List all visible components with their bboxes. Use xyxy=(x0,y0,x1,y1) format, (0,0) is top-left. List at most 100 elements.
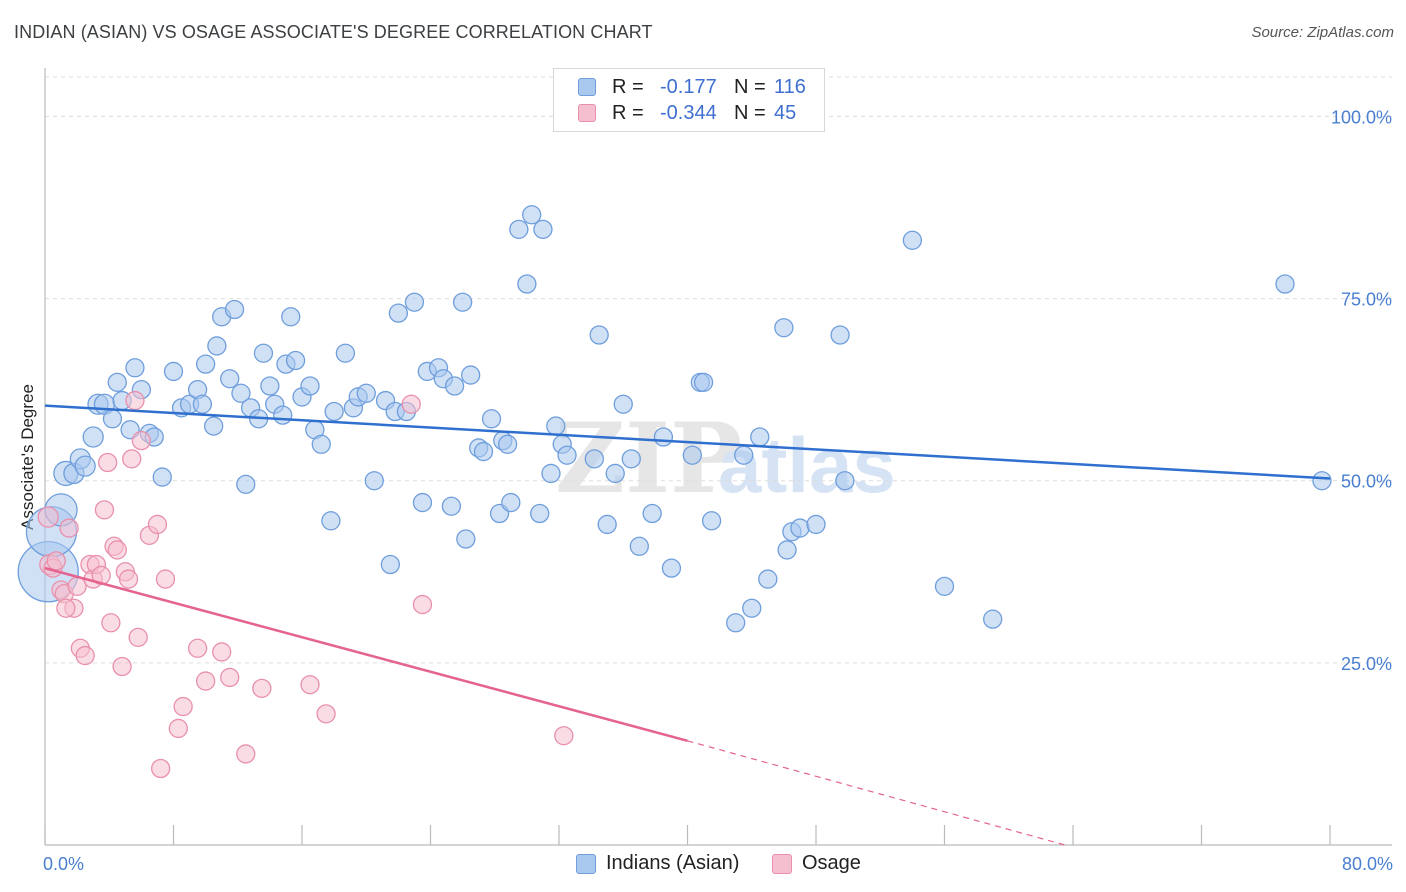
data-point-osage xyxy=(147,514,168,535)
data-point-indians xyxy=(777,540,797,560)
data-point-indians xyxy=(758,569,778,589)
data-point-osage xyxy=(252,678,272,699)
data-point-indians xyxy=(546,416,566,436)
legend-swatch-blue xyxy=(578,78,596,96)
legend-n-label: N = xyxy=(734,75,766,98)
data-point-osage xyxy=(236,744,256,764)
data-point-indians xyxy=(533,219,553,240)
data-point-indians xyxy=(388,303,409,323)
data-point-osage xyxy=(173,696,193,717)
data-point-osage xyxy=(187,638,208,658)
data-point-osage xyxy=(131,430,152,451)
y-tick-label: 75.0% xyxy=(1341,290,1392,310)
legend-swatch-pink xyxy=(578,104,596,122)
data-point-indians xyxy=(835,471,855,491)
data-point-osage xyxy=(56,598,76,618)
data-point-indians xyxy=(231,383,251,403)
data-point-osage xyxy=(118,569,139,589)
data-point-osage xyxy=(212,642,232,662)
data-point-osage xyxy=(46,551,66,571)
data-point-indians xyxy=(1275,274,1295,294)
data-point-indians xyxy=(613,394,633,414)
data-point-indians xyxy=(473,441,494,462)
legend-row-osage: R = -0.344 N = 45 xyxy=(578,101,796,125)
source-label: Source: ZipAtlas.com xyxy=(1251,24,1394,41)
data-point-indians xyxy=(356,383,376,403)
y-tick-label: 25.0% xyxy=(1341,654,1392,674)
data-point-indians xyxy=(224,299,245,320)
data-point-osage xyxy=(168,718,188,739)
data-point-indians xyxy=(693,372,714,393)
data-point-indians xyxy=(589,325,609,345)
data-point-osage xyxy=(220,667,240,688)
legend-n-value: 116 xyxy=(774,75,806,98)
data-point-indians xyxy=(597,514,617,535)
data-point-osage xyxy=(150,758,171,779)
legend-r-label: R = xyxy=(612,75,644,98)
data-point-indians xyxy=(517,274,537,294)
data-point-osage xyxy=(195,671,216,691)
data-point-indians xyxy=(734,445,754,465)
data-point-indians xyxy=(774,318,794,338)
data-point-indians xyxy=(404,292,425,312)
data-point-indians xyxy=(163,361,184,382)
data-point-indians xyxy=(481,409,502,429)
data-point-indians xyxy=(983,609,1003,629)
data-point-indians xyxy=(701,511,722,531)
data-point-osage xyxy=(75,645,95,666)
data-point-indians xyxy=(790,518,810,538)
data-point-osage xyxy=(97,452,118,473)
y-axis-label: Associate's Degree xyxy=(18,384,37,530)
bottom-legend-label: Indians (Asian) xyxy=(606,852,740,874)
data-point-osage xyxy=(59,518,79,538)
data-point-indians xyxy=(207,336,227,356)
data-point-indians xyxy=(281,307,301,327)
y-tick-label: 50.0% xyxy=(1341,472,1392,492)
data-point-indians xyxy=(584,449,604,469)
data-point-osage xyxy=(300,675,320,695)
data-point-indians xyxy=(557,445,577,465)
data-point-indians xyxy=(830,325,850,345)
data-point-osage xyxy=(125,390,145,411)
data-point-indians xyxy=(125,358,145,378)
legend: R = -0.177 N = 116 R = -0.344 N = 45 xyxy=(553,68,825,132)
x-tick-label: 80.0% xyxy=(1342,854,1393,874)
data-point-indians xyxy=(412,492,433,513)
watermark-zip: ZIP xyxy=(555,402,742,515)
y-tick-label: 100.0% xyxy=(1331,107,1392,127)
data-point-indians xyxy=(380,554,400,575)
data-point-indians xyxy=(522,205,542,225)
data-point-indians xyxy=(461,365,481,385)
data-point-indians xyxy=(364,471,384,491)
data-point-osage xyxy=(554,726,574,746)
data-point-indians xyxy=(653,427,674,447)
data-point-indians xyxy=(806,514,826,535)
data-point-indians xyxy=(934,576,955,597)
data-point-indians xyxy=(621,449,641,469)
legend-n-label: N = xyxy=(734,101,766,124)
data-point-osage xyxy=(37,506,59,528)
data-point-indians xyxy=(311,434,331,454)
data-point-indians xyxy=(195,354,216,374)
trend-line-osage-extension xyxy=(687,740,1066,846)
bottom-legend-swatch-blue xyxy=(576,853,596,874)
trend-line-indians xyxy=(44,404,1331,480)
data-point-indians xyxy=(107,372,127,393)
data-point-indians xyxy=(236,474,256,495)
data-point-indians xyxy=(1312,471,1332,491)
data-point-indians xyxy=(441,496,462,516)
data-point-indians xyxy=(220,369,240,389)
data-point-osage xyxy=(94,500,115,520)
data-point-indians xyxy=(300,376,320,396)
data-point-osage xyxy=(316,704,336,724)
data-point-indians xyxy=(682,445,702,465)
data-point-indians xyxy=(726,613,746,633)
watermark-atlas: atlas xyxy=(718,421,896,509)
data-point-osage xyxy=(122,449,142,469)
data-point-indians xyxy=(742,598,762,618)
legend-r-value: -0.177 xyxy=(660,75,717,98)
data-point-osage xyxy=(401,394,421,414)
bottom-legend-label: Osage xyxy=(802,852,861,874)
data-point-indians xyxy=(452,292,473,312)
